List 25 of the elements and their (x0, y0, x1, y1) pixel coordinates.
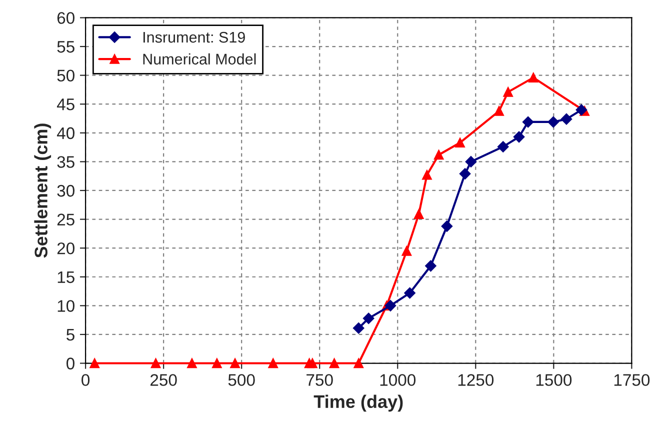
x-tick-label: 1500 (536, 374, 572, 386)
y-tick-label: 0 (66, 358, 74, 370)
x-tick-label: 250 (150, 374, 177, 386)
y-tick-label: 50 (57, 70, 74, 82)
y-tick-label: 5 (66, 329, 74, 341)
y-tick-label: 10 (58, 300, 74, 312)
y-axis-title: Settlement (cm) (34, 124, 52, 258)
legend-label: Numerical Model (143, 53, 256, 65)
x-tick-label: 1000 (380, 374, 416, 386)
y-tick-label: 15 (58, 271, 74, 284)
x-axis-title: Time (day) (314, 394, 403, 412)
x-tick-label: 1750 (614, 374, 650, 386)
x-tick-label: 0 (82, 374, 90, 386)
y-tick-label: 40 (56, 127, 74, 140)
x-tick-label: 500 (228, 374, 255, 386)
y-tick-label: 25 (57, 214, 74, 226)
x-tick-label: 1250 (458, 374, 494, 386)
y-tick-label: 35 (57, 156, 74, 168)
y-tick-label: 20 (57, 242, 74, 254)
y-tick-label: 60 (57, 12, 74, 24)
y-tick-label: 55 (57, 41, 74, 53)
y-tick-label: 30 (57, 184, 74, 197)
x-tick-label: 750 (306, 374, 333, 386)
legend-label: Insrument: S19 (143, 32, 245, 43)
y-tick-label: 45 (56, 98, 74, 110)
